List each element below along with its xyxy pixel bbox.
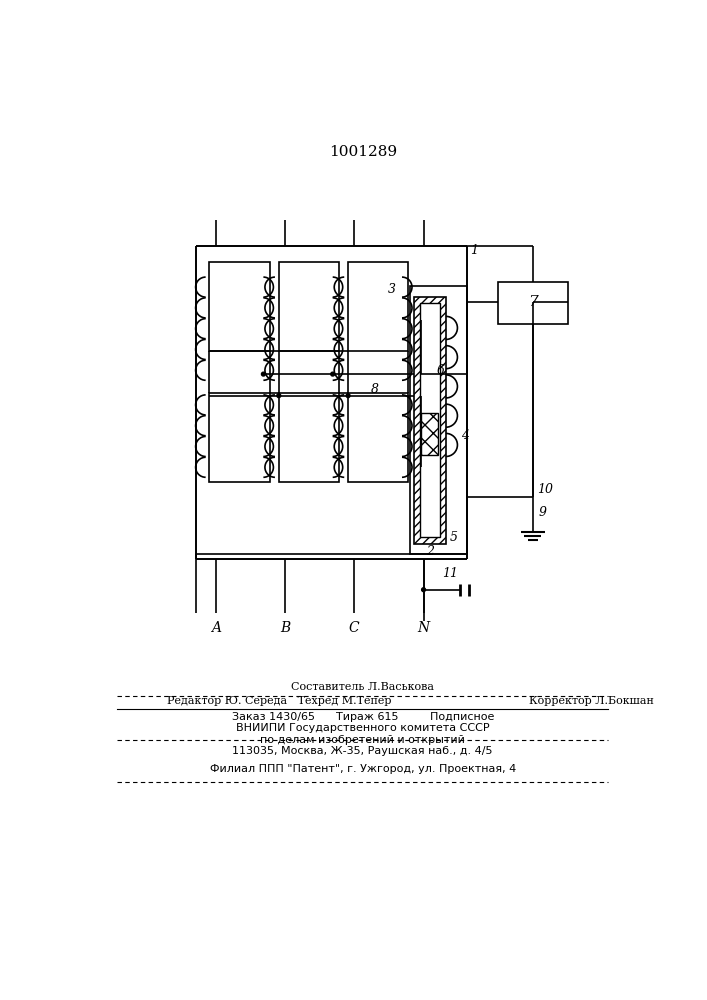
Text: 10: 10 [537,483,553,496]
Text: A: A [211,620,221,635]
Text: 5: 5 [450,531,457,544]
Bar [279,262,339,351]
Text: 9: 9 [539,506,547,519]
Text: Корректор Л.Бокшан: Корректор Л.Бокшан [529,696,654,706]
Text: Редактор Ю. Середа   Техред М.Тепер: Редактор Ю. Середа Техред М.Тепер [167,696,392,706]
Text: Составитель Л.Васькова: Составитель Л.Васькова [291,682,434,692]
Text: 8: 8 [371,383,379,396]
Bar [420,303,440,537]
Circle shape [277,394,281,398]
Bar [414,297,446,544]
Text: 6: 6 [437,364,445,377]
Text: C: C [349,620,360,635]
Text: 11: 11 [443,567,459,580]
Text: 4: 4 [461,429,469,442]
Text: N: N [418,620,430,635]
Text: Филиал ППП "Патент", г. Ужгород, ул. Проектная, 4: Филиал ППП "Патент", г. Ужгород, ул. Про… [209,764,516,774]
Bar [209,262,269,351]
Text: 3: 3 [387,283,395,296]
Text: 113035, Москва, Ж-35, Раушская наб., д. 4/5: 113035, Москва, Ж-35, Раушская наб., д. … [233,746,493,756]
Circle shape [331,372,334,376]
Bar [348,262,408,351]
Text: 1: 1 [471,244,479,257]
Text: 7: 7 [528,295,538,309]
Bar [348,393,408,482]
Bar [421,413,438,455]
Text: Заказ 1430/65      Тираж 615         Подписное: Заказ 1430/65 Тираж 615 Подписное [231,712,494,722]
Circle shape [346,394,350,398]
Text: 2: 2 [426,545,433,558]
Text: B: B [280,620,290,635]
Circle shape [421,588,426,592]
Text: 1001289: 1001289 [329,145,397,159]
Text: по делам изобретений и открытий: по делам изобретений и открытий [260,735,465,745]
Circle shape [262,372,265,376]
Text: ВНИИПИ Государственного комитета СССР: ВНИИПИ Государственного комитета СССР [236,723,489,733]
Bar [279,393,339,482]
Bar [498,282,568,324]
Bar [409,286,467,554]
Bar [209,393,269,482]
